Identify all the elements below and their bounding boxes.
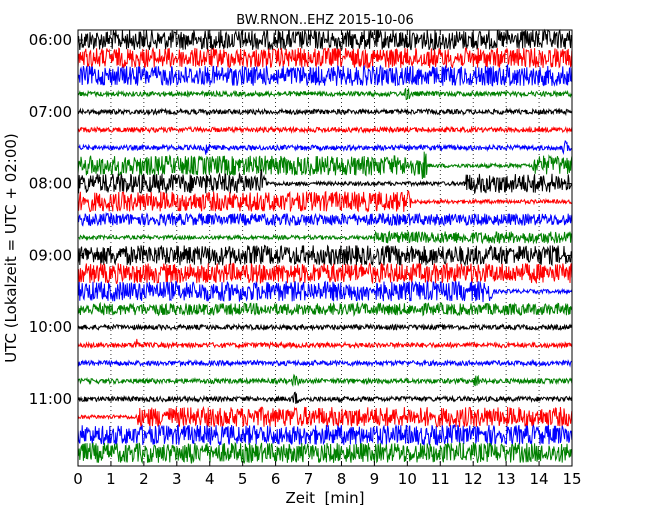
- y-tick-label: 11:00: [29, 390, 72, 408]
- trace-0945-green: [77, 301, 573, 317]
- trace-1045-green: [77, 373, 573, 388]
- trace-0645-green: [77, 87, 573, 101]
- trace-1115-red: [77, 405, 573, 428]
- y-axis-label: UTC (Lokalzeit = UTC + 02:00): [2, 133, 20, 363]
- y-tick-label: 09:00: [29, 246, 72, 264]
- x-tick-label: 2: [139, 470, 149, 488]
- x-tick-label: 7: [304, 470, 314, 488]
- trace-0815-red: [77, 190, 572, 213]
- trace-1100-black: [77, 391, 573, 404]
- trace-0700-black: [77, 107, 573, 117]
- trace-1145-green: [77, 441, 572, 465]
- plot-frame: [77, 29, 573, 467]
- x-tick-label: 0: [73, 470, 83, 488]
- x-tick-label: 3: [172, 470, 182, 488]
- trace-0845-green: [78, 230, 573, 245]
- y-tick-label: 10:00: [29, 318, 72, 336]
- x-tick-label: 11: [431, 470, 450, 488]
- trace-0745-green: [77, 151, 573, 180]
- x-tick-label: 13: [497, 470, 516, 488]
- y-tick-label: 08:00: [29, 175, 72, 193]
- x-tick-label: 12: [464, 470, 483, 488]
- trace-0930-blue: [77, 279, 573, 303]
- trace-1000-black: [77, 322, 573, 332]
- trace-1030-blue: [77, 358, 572, 368]
- y-tick-label: 06:00: [29, 31, 72, 49]
- x-axis-ticks: 0 1 2 3 4 5 6 7 8 9 10 11 12 13 14 15: [73, 30, 582, 488]
- trace-0800-black: [77, 168, 573, 194]
- chart-title: BW.RNON..EHZ 2015-10-06: [236, 13, 414, 28]
- trace-0830-blue: [77, 211, 573, 227]
- y-tick-label: 07:00: [29, 103, 72, 121]
- y-axis-ticks: 06:00 07:00 08:00 09:00 10:00 11:00: [29, 31, 572, 408]
- seismic-traces: [77, 28, 573, 465]
- trace-1015-red: [77, 338, 573, 350]
- x-axis-label: Zeit [min]: [285, 489, 364, 507]
- trace-0615-red: [77, 46, 573, 70]
- trace-0915-red: [77, 262, 573, 285]
- x-tick-label: 9: [370, 470, 380, 488]
- grid-lines: [110, 30, 540, 466]
- x-tick-label: 4: [205, 470, 215, 488]
- trace-1130-blue: [77, 423, 573, 447]
- trace-0900-black: [77, 244, 573, 267]
- trace-0730-blue: [77, 140, 573, 155]
- trace-0630-blue: [77, 63, 573, 87]
- trace-0600-black: [77, 28, 573, 51]
- trace-0715-red: [77, 125, 573, 134]
- x-tick-label: 8: [337, 470, 347, 488]
- x-tick-label: 1: [106, 470, 116, 488]
- x-tick-label: 10: [398, 470, 417, 488]
- x-tick-label: 6: [271, 470, 281, 488]
- x-tick-label: 15: [562, 470, 581, 488]
- x-tick-label: 5: [238, 470, 248, 488]
- x-tick-label: 14: [530, 470, 549, 488]
